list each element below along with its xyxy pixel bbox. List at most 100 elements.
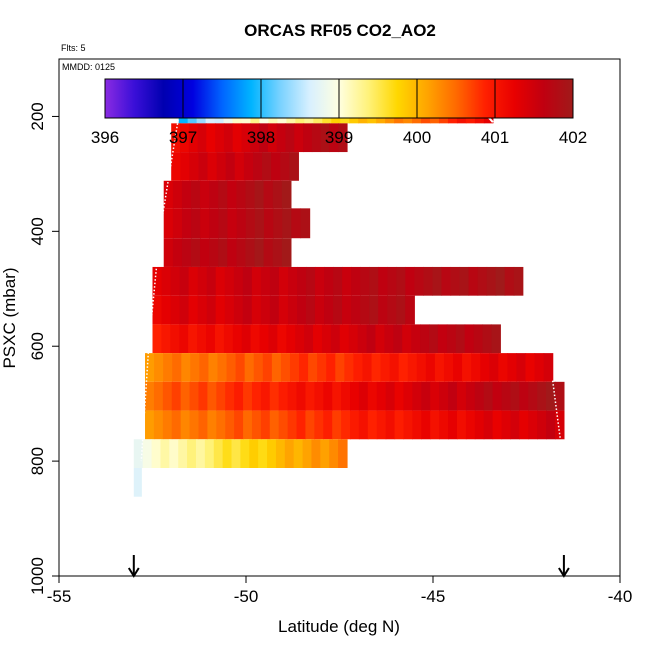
x-axis-label: Latitude (deg N) [278,617,400,636]
heatmap-cell [218,180,228,209]
heatmap-cell [412,410,422,440]
heatmap-cell [188,324,198,354]
heatmap-cell [519,381,529,411]
heatmap-cell [403,381,413,411]
heatmap-cell [197,123,207,153]
heatmap-cell [243,381,253,411]
heatmap-cell [338,123,348,153]
heatmap-cell [437,324,448,354]
heatmap-cell [272,180,283,209]
heatmap-cell [242,295,253,325]
heatmap-cell [358,381,369,411]
heatmap-cell [263,208,274,239]
heatmap-cell [367,381,378,411]
heatmap-cell [145,381,155,411]
heatmap-cell [371,353,382,382]
heatmap-cell [198,152,209,181]
heatmap-cell [491,324,501,354]
heatmap-cell [294,123,304,153]
heatmap-cell [216,152,227,181]
heatmap-cell [468,266,479,296]
colorbar-tick-label: 397 [169,128,197,147]
heatmap-cell [181,208,192,239]
heatmap-band-7 [152,266,524,296]
plot-frame [58,58,621,577]
heatmap-band-3 [171,152,299,181]
heatmap-cell [296,295,307,325]
heatmap-cell [465,410,476,440]
heatmap-cell [396,266,406,296]
heatmap-cell [207,381,217,411]
heatmap-band-6 [163,238,292,267]
heatmap-cell [296,410,307,440]
heatmap-cell [281,180,292,209]
heatmap-cell [439,381,449,411]
heatmap-cell [227,180,237,209]
heatmap-cell [235,353,246,382]
heatmap-cell [215,295,226,325]
heatmap-cell [360,266,370,296]
heatmap-cell [396,295,406,325]
heatmap-cell [446,324,457,354]
heatmap-cell [172,208,183,239]
heatmap-cell [170,266,181,296]
heatmap-cell [217,353,228,382]
heatmap-cell [189,410,200,440]
heatmap-cell [291,208,302,239]
colorbar-tick-label: 402 [559,128,587,147]
heatmap-cell [450,266,461,296]
heatmap-cell [428,324,439,354]
colorbar-ticks: 396 397 398 399 400 401 402 [91,79,587,147]
heatmap-cell [245,180,256,209]
heatmap-cell [376,410,387,440]
heatmap-cell [249,439,259,469]
heatmap-cell [342,295,352,325]
heatmap-cell [425,353,436,382]
heatmap-cell [170,295,181,325]
heatmap-cell [236,180,247,209]
heatmap-cell [259,324,270,354]
heatmap-band-4 [163,180,292,209]
heatmap-cell [179,295,190,325]
heatmap-cell [213,439,224,469]
heatmap-cell [554,410,565,440]
heatmap-cell [464,324,475,354]
heatmap-cell [398,353,409,382]
heatmap-cell [341,381,351,411]
heatmap-cell [546,381,556,411]
heatmap-cell [369,295,379,325]
heatmap-cell [405,266,415,296]
heatmap-cell [448,381,458,411]
heatmap-cell [259,123,269,153]
heatmap-cell [473,324,484,354]
heatmap-cell [172,180,183,209]
heatmap-cell [394,381,405,411]
heatmap-cell [170,324,180,354]
heatmap-cell [501,381,512,411]
heatmap-cell [245,238,256,267]
heatmap-cell [172,238,183,267]
heatmap-cell [513,266,524,296]
heatmap-cell [160,439,170,469]
heatmap-cell [171,410,182,440]
heatmap-cell [350,410,360,440]
heatmap-cell [142,439,153,469]
heatmap-cell [305,410,315,440]
heatmap-cell [441,266,452,296]
markers [127,555,570,578]
heatmap-cell [197,295,208,325]
heatmap-cell [314,410,324,440]
x-tick-label: -55 [47,587,72,606]
heatmap-cell [389,353,400,382]
heatmap-cell [384,324,394,354]
heatmap-cell [412,381,422,411]
heatmap-band-14 [133,468,142,497]
heatmap-cell [342,266,352,296]
heatmap-cell [268,324,278,354]
heatmap-cell [161,266,172,296]
heatmap-cell [152,266,163,296]
y-tick-label: 1000 [28,557,47,595]
heatmap-cell [207,410,217,440]
heatmap-cell [394,410,405,440]
